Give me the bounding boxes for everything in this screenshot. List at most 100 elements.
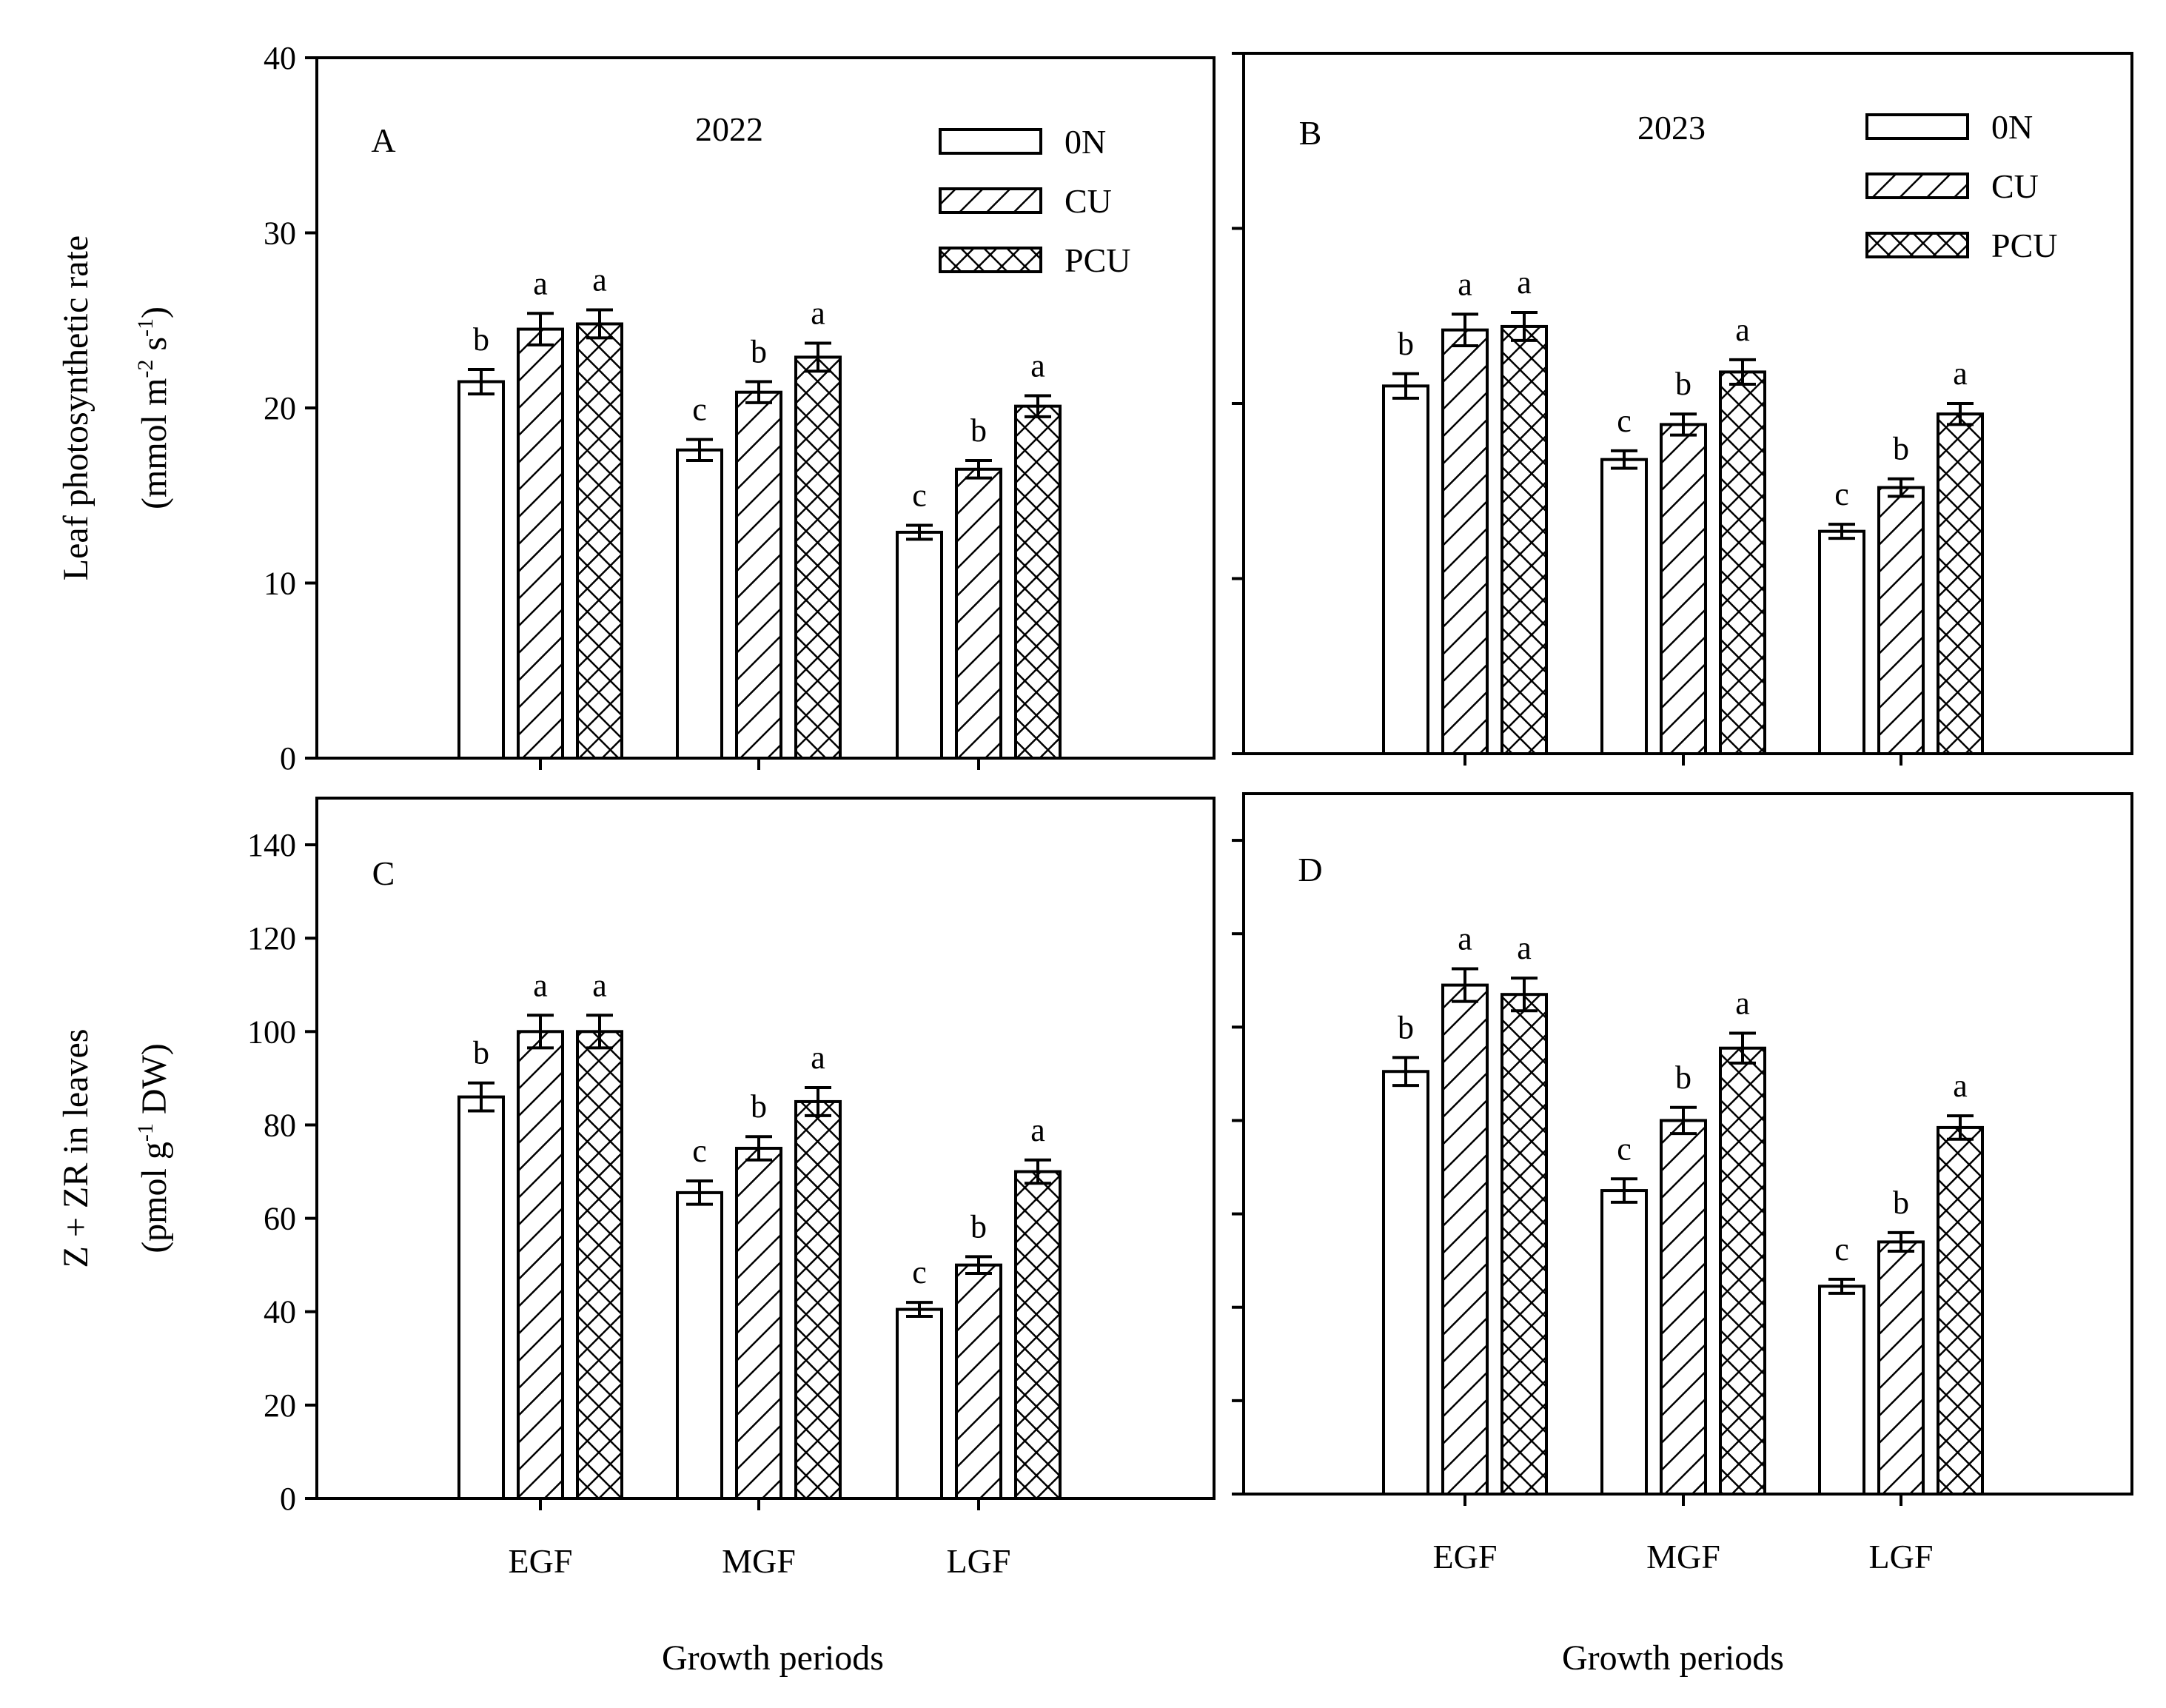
bar-CU-MGF [735, 390, 782, 760]
x-category-label: LGF [1869, 1538, 1934, 1575]
year-label: 2022 [695, 110, 763, 148]
legend-swatch-CU [939, 187, 1042, 214]
y-axis-unit: (pmol g-1 DW) [133, 1043, 174, 1253]
significance-letter: b [1675, 1059, 1691, 1096]
y-tick-label: 30 [264, 215, 296, 252]
significance-letter: c [1617, 1131, 1632, 1167]
legend: 0N CU PCU [939, 123, 1130, 279]
legend-label-CU: CU [1991, 167, 2039, 205]
bar-0N-LGF [896, 1307, 943, 1500]
x-category-label: EGF [1433, 1538, 1498, 1575]
bar-PCU-LGF [1014, 1170, 1062, 1500]
panel-A: 0 10 20 30 40 b c c a b b a a a A 2022 0N CU PCU Leaf photo… [56, 40, 1216, 777]
significance-letter: b [1893, 431, 1909, 467]
significance-letter: c [912, 477, 927, 513]
bar-CU-MGF [1660, 1119, 1707, 1496]
significance-letter: a [811, 1039, 825, 1076]
significance-letter: a [1030, 1112, 1045, 1148]
legend-label-PCU: PCU [1991, 227, 2057, 264]
significance-letter: a [1735, 312, 1750, 348]
year-label: 2023 [1637, 109, 1706, 147]
bar-CU-LGF [1877, 486, 1925, 756]
significance-letter: c [1834, 1231, 1849, 1267]
significance-letter: b [1893, 1185, 1909, 1221]
significance-letter: a [811, 295, 825, 331]
significance-letter: a [1735, 985, 1750, 1022]
bar-0N-MGF [1600, 1189, 1648, 1496]
significance-letter: b [1398, 326, 1414, 362]
panel-D: EGF MGF LGF b c c a b b a a a D Growth periods [1232, 792, 2133, 1678]
significance-letter: b [751, 1088, 767, 1125]
significance-letter: b [751, 334, 767, 370]
y-tick-label: 60 [264, 1201, 296, 1237]
bar-0N-LGF [896, 530, 943, 760]
bar-0N-LGF [1818, 1285, 1865, 1496]
y-tick-label: 40 [264, 1294, 296, 1330]
bar-0N-MGF [676, 448, 723, 760]
bar-CU-LGF [955, 467, 1002, 760]
significance-letter: a [1030, 347, 1045, 384]
legend-swatch-0N [939, 128, 1042, 155]
panel-B: b c c a b b a a a B 2023 0N CU PCU [1232, 52, 2133, 766]
significance-letter: a [533, 265, 548, 301]
bar-0N-EGF [1382, 1070, 1429, 1496]
significance-letter: a [1953, 1068, 1968, 1104]
bar-PCU-EGF [576, 322, 623, 760]
panel-letter: B [1299, 114, 1322, 152]
bar-PCU-EGF [1501, 324, 1548, 755]
bar-CU-EGF [517, 1030, 564, 1501]
significance-letter: c [1834, 476, 1849, 512]
y-tick-label: 20 [264, 390, 296, 426]
y-tick-label: 40 [264, 40, 296, 76]
significance-letter: a [1458, 921, 1472, 957]
significance-letter: b [473, 1035, 489, 1071]
bar-PCU-MGF [794, 1099, 842, 1500]
y-axis-title: Z + ZR in leaves [56, 1029, 95, 1268]
significance-letter: c [692, 1133, 707, 1169]
significance-letter: a [1517, 930, 1532, 966]
bar-PCU-MGF [1719, 370, 1766, 755]
bar-PCU-LGF [1937, 412, 1984, 755]
x-axis-title: Growth periods [662, 1638, 884, 1678]
significance-letter: c [1617, 403, 1632, 439]
legend: 0N CU PCU [1865, 108, 2057, 264]
significance-letter: a [1458, 266, 1472, 302]
bar-0N-EGF [1382, 384, 1429, 755]
bar-PCU-EGF [1501, 993, 1548, 1496]
bar-0N-EGF [457, 1095, 505, 1501]
bar-CU-MGF [735, 1147, 782, 1500]
significance-letter: b [473, 321, 489, 358]
y-tick-label: 10 [264, 566, 296, 602]
x-category-label: LGF [947, 1542, 1011, 1580]
significance-letter: a [1953, 355, 1968, 392]
y-tick-label: 0 [280, 740, 296, 777]
y-tick-label: 140 [247, 827, 296, 863]
y-axis-unit: (mmol m-2 s-1) [133, 307, 174, 509]
x-axis-title: Growth periods [1562, 1638, 1784, 1678]
panel-letter: D [1298, 851, 1322, 888]
bar-0N-LGF [1818, 529, 1865, 756]
bar-PCU-LGF [1014, 404, 1062, 760]
legend-label-0N: 0N [1991, 108, 2033, 146]
x-category-label: MGF [1646, 1538, 1720, 1575]
bar-0N-EGF [457, 380, 505, 760]
significance-letter: a [1517, 264, 1532, 301]
significance-letter: c [692, 392, 707, 428]
y-tick-label: 20 [264, 1387, 296, 1424]
bar-CU-LGF [955, 1263, 1002, 1500]
x-category-label: MGF [722, 1542, 796, 1580]
legend-swatch-PCU [1865, 232, 1969, 258]
bar-PCU-LGF [1937, 1125, 1984, 1496]
legend-label-PCU: PCU [1064, 241, 1130, 279]
legend-swatch-CU [1865, 173, 1969, 199]
bar-PCU-MGF [794, 355, 842, 760]
bar-0N-MGF [1600, 458, 1648, 755]
significance-letter: c [912, 1254, 927, 1290]
significance-letter: a [592, 262, 607, 298]
y-tick-label: 0 [280, 1481, 296, 1517]
significance-letter: a [533, 967, 548, 1003]
bar-CU-LGF [1877, 1240, 1925, 1496]
bar-PCU-EGF [576, 1030, 623, 1501]
significance-letter: b [1675, 366, 1691, 402]
y-axis-title: Leaf photosynthetic rate [56, 235, 95, 580]
